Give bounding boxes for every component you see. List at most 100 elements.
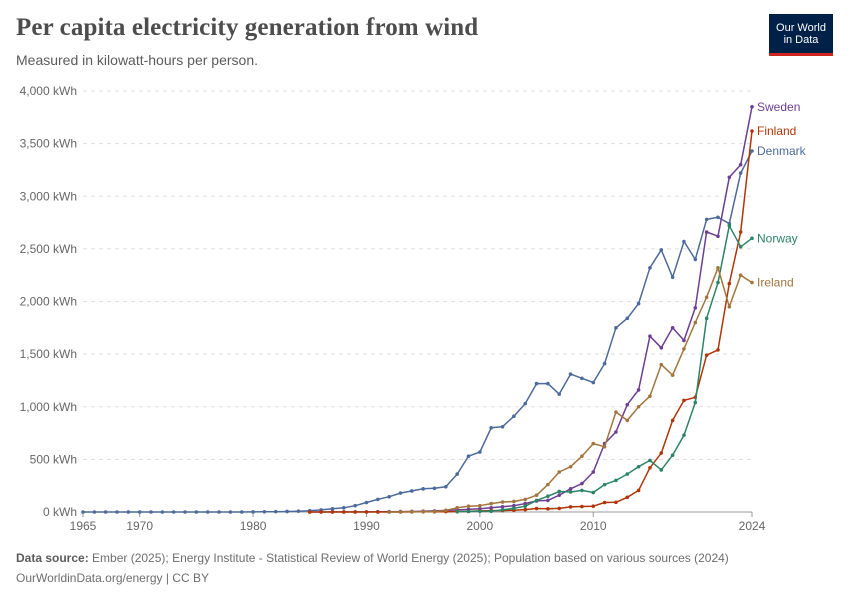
series-norway[interactable]: [455, 223, 754, 514]
series-denmark[interactable]: [81, 149, 754, 514]
data-point: [704, 295, 709, 300]
data-point: [455, 509, 459, 514]
data-point: [534, 381, 539, 386]
y-tick-label: 3,500 kWh: [20, 137, 77, 151]
data-point: [693, 257, 698, 262]
data-point: [557, 392, 562, 396]
data-point: [137, 510, 142, 514]
data-point: [466, 504, 471, 509]
data-point: [557, 489, 562, 494]
data-point: [648, 465, 652, 470]
footer-link[interactable]: OurWorldinData.org/energy | CC BY: [16, 571, 209, 585]
data-point: [682, 338, 686, 343]
x-tick-label: 2000: [467, 519, 494, 533]
data-point: [750, 280, 754, 285]
data-point: [523, 497, 528, 502]
y-tick-label: 0 kWh: [43, 505, 77, 519]
data-source-text: Ember (2025); Energy Institute - Statist…: [88, 551, 729, 565]
data-point: [489, 509, 494, 514]
series-label-ireland: Ireland: [757, 276, 794, 290]
data-point: [523, 401, 528, 406]
data-point: [670, 275, 675, 280]
x-tick-label: 1990: [353, 519, 380, 533]
data-point: [648, 266, 652, 270]
data-point: [353, 503, 357, 508]
data-point: [716, 280, 720, 285]
data-point: [670, 418, 675, 423]
data-point: [591, 490, 596, 495]
y-tick-label: 2,000 kWh: [20, 295, 77, 309]
data-point: [478, 450, 482, 454]
data-point: [364, 500, 369, 505]
data-point: [251, 510, 255, 514]
data-point: [693, 306, 698, 310]
chart-subtitle: Measured in kilowatt-hours per person.: [16, 52, 259, 68]
y-tick-label: 1,500 kWh: [20, 347, 77, 361]
data-point: [682, 239, 686, 244]
data-point: [160, 510, 165, 514]
data-point: [523, 507, 528, 512]
data-point: [205, 510, 210, 514]
data-point: [704, 230, 709, 234]
x-tick-label: 2010: [580, 519, 607, 533]
data-point: [636, 464, 641, 469]
series-finland[interactable]: [307, 129, 754, 514]
logo-line-2: in Data: [783, 33, 819, 46]
data-point: [523, 501, 528, 506]
data-point: [455, 505, 459, 510]
data-point: [602, 361, 607, 366]
data-point: [546, 507, 550, 511]
data-point: [727, 175, 732, 180]
data-point: [704, 353, 709, 357]
data-point: [738, 162, 743, 167]
data-point: [625, 472, 630, 476]
data-point: [625, 418, 630, 423]
data-point: [636, 404, 641, 409]
data-point: [546, 381, 550, 386]
data-point: [217, 510, 221, 514]
data-point: [602, 500, 607, 505]
y-tick-label: 4,000 kWh: [20, 84, 77, 98]
data-point: [591, 441, 596, 446]
data-point: [602, 482, 607, 487]
data-point: [557, 493, 562, 497]
data-point: [512, 499, 516, 504]
data-point: [659, 346, 664, 350]
data-point: [716, 215, 720, 220]
data-point: [580, 376, 584, 381]
data-point: [387, 494, 391, 499]
data-point: [398, 491, 403, 495]
data-point: [580, 504, 584, 509]
data-point: [557, 470, 562, 474]
data-point: [307, 510, 312, 514]
data-point: [376, 510, 380, 514]
data-point: [262, 509, 267, 514]
data-point: [750, 104, 754, 109]
series-label-finland: Finland: [757, 124, 796, 138]
x-tick-label: 2024: [739, 519, 766, 533]
data-point: [682, 398, 686, 403]
data-point: [285, 509, 289, 514]
data-point: [727, 304, 732, 309]
y-axis-ticks: 0 kWh 500 kWh 1,000 kWh 1,500 kWh 2,000 kWh 2…: [20, 84, 77, 519]
data-point: [693, 320, 698, 325]
data-point: [716, 348, 720, 352]
series-line: [309, 130, 753, 513]
data-point: [512, 503, 516, 508]
owid-logo[interactable]: Our World in Data: [769, 14, 833, 56]
data-point: [716, 266, 720, 270]
data-point: [421, 509, 425, 514]
series-sweden[interactable]: [307, 104, 754, 514]
data-point: [455, 472, 459, 476]
data-point: [500, 508, 505, 512]
data-point: [546, 498, 550, 503]
data-point: [659, 248, 664, 252]
data-point: [557, 506, 562, 511]
data-point: [115, 510, 119, 514]
data-point: [534, 506, 539, 511]
series-ireland[interactable]: [387, 266, 754, 514]
y-tick-label: 1,000 kWh: [20, 400, 77, 414]
data-point: [353, 510, 357, 514]
y-tick-label: 3,000 kWh: [20, 189, 77, 203]
data-point: [194, 510, 199, 514]
